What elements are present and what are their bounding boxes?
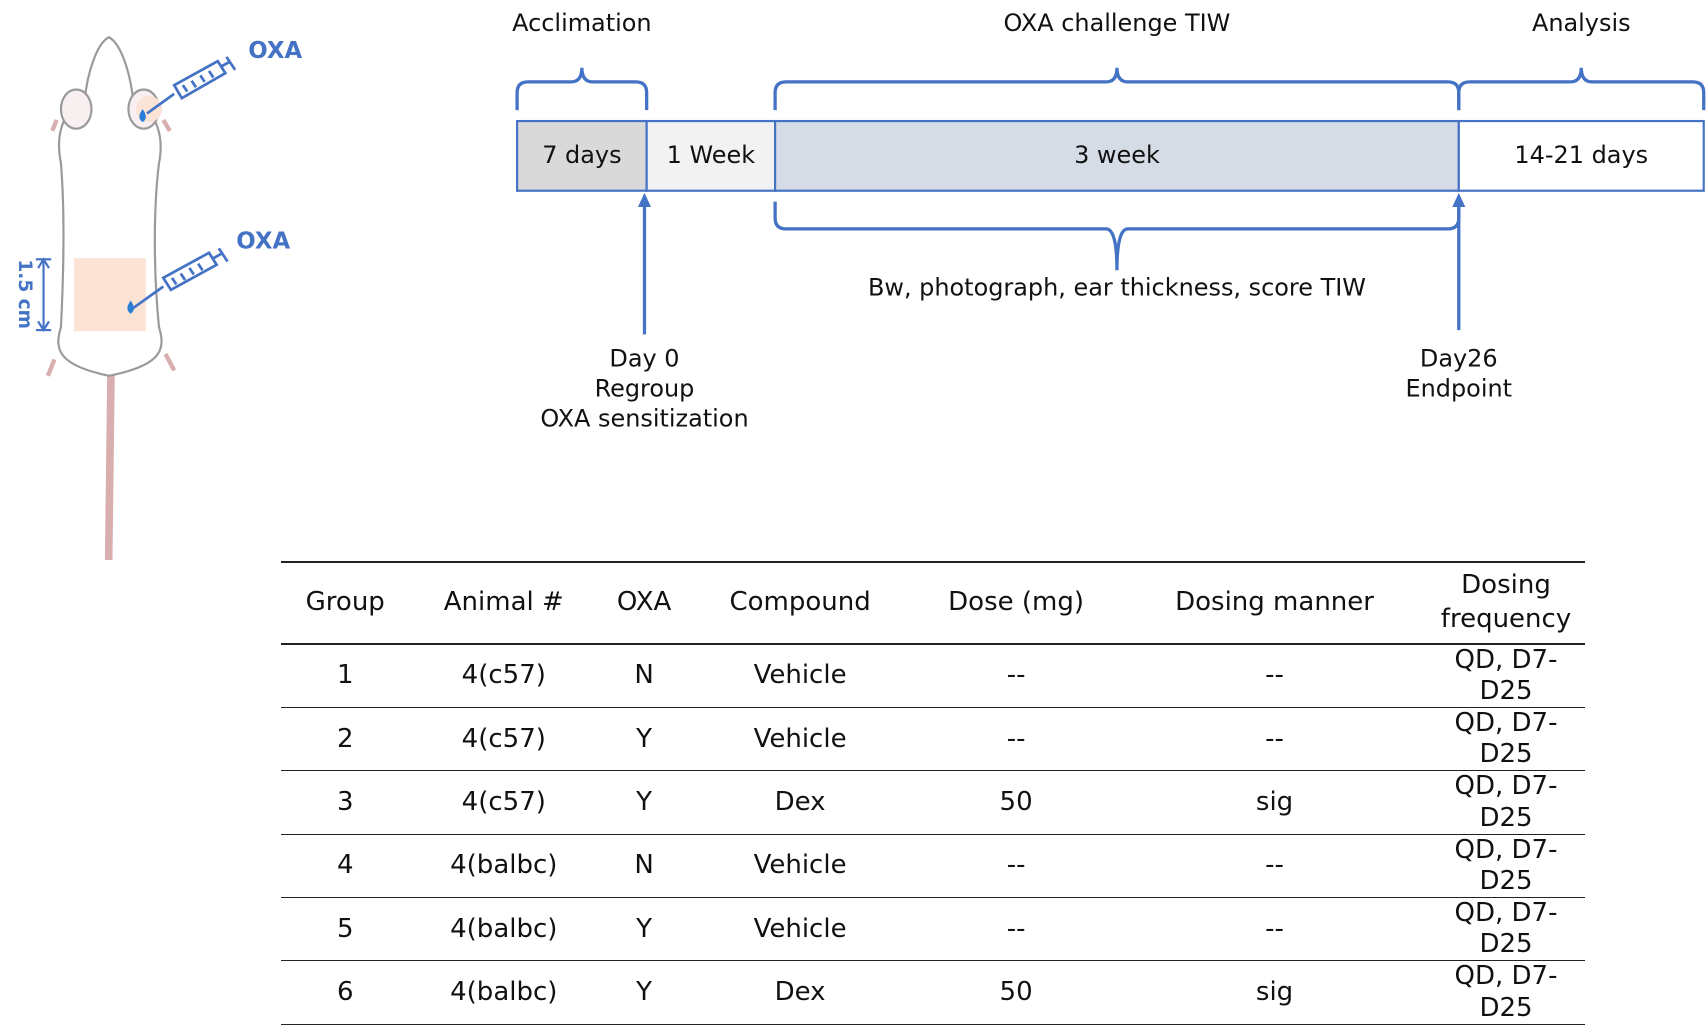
- table-cell: 50: [910, 770, 1123, 835]
- table-cell: --: [910, 834, 1123, 899]
- phase-label: OXA challenge TIW: [1004, 9, 1231, 37]
- milestone-label: OXA sensitization: [540, 404, 748, 432]
- table-cell: 4(balbc): [409, 834, 599, 899]
- header-cell: Animal #: [409, 561, 599, 645]
- segment-label: 3 week: [1074, 141, 1160, 169]
- syringe: [132, 56, 237, 310]
- header-cell: Dosing frequency: [1427, 561, 1585, 645]
- table-cell: --: [1122, 707, 1427, 772]
- timeline-segment: [516, 119, 648, 192]
- table-cell: 5: [281, 897, 410, 962]
- milestone-label: Endpoint: [1406, 374, 1513, 402]
- oxa-label: OXA: [248, 38, 302, 64]
- table-cell: QD, D7-D25: [1427, 897, 1585, 962]
- table-cell: Vehicle: [690, 707, 911, 772]
- oxa-label: OXA: [236, 228, 290, 254]
- table-cell: sig: [1122, 770, 1427, 835]
- timeline-segment: [1457, 119, 1705, 192]
- brace: [515, 67, 649, 111]
- table-cell: 1: [281, 643, 410, 708]
- table-row: 1 4(c57) N Vehicle -- -- QD, D7-D25: [281, 643, 1585, 708]
- table-cell: Y: [598, 897, 691, 962]
- table-cell: 4(balbc): [409, 897, 599, 962]
- page: {"mouse": {"labels": ["OXA", "OXA"], "sc…: [13, 9, 1706, 1025]
- drop: [139, 109, 146, 123]
- note-label: Bw, photograph, ear thickness, score TIW: [868, 274, 1366, 302]
- phase-label: Analysis: [1532, 9, 1631, 37]
- header-cell: OXA: [598, 561, 691, 645]
- header-cell: Dosing manner: [1122, 561, 1427, 645]
- header-row: Group Animal # OXA Compound Dose (mg) Dosing …: [281, 561, 1585, 645]
- table-cell: QD, D7-D25: [1427, 960, 1585, 1025]
- table-cell: 2: [281, 707, 410, 772]
- table-row: 3 4(c57) Y Dex 50 sig QD, D7-D25: [281, 770, 1585, 835]
- timeline: 7 days 1 Week 3 week 14-21 days Acclimation O…: [512, 9, 1706, 432]
- milestone-label: Day26: [1420, 344, 1498, 372]
- application-area: [74, 258, 146, 332]
- table-cell: 4(balbc): [409, 960, 599, 1025]
- table-row: 2 4(c57) Y Vehicle -- -- QD, D7-D25: [281, 707, 1585, 772]
- group-table: Group Animal # OXA Compound Dose (mg) Dosing …: [281, 561, 1585, 1025]
- table-cell: --: [910, 897, 1123, 962]
- table-cell: Vehicle: [690, 643, 911, 708]
- table-cell: QD, D7-D25: [1427, 643, 1585, 708]
- table-cell: Y: [598, 960, 691, 1025]
- table-cell: Y: [598, 770, 691, 835]
- segment-label: 7 days: [542, 141, 621, 169]
- table-cell: QD, D7-D25: [1427, 834, 1585, 899]
- table-cell: 50: [910, 960, 1123, 1025]
- table-row: 5 4(balbc) Y Vehicle -- -- QD, D7-D25: [281, 897, 1585, 962]
- table-cell: 3: [281, 770, 410, 835]
- table-cell: --: [910, 707, 1123, 772]
- segment-label: 14-21 days: [1514, 141, 1648, 169]
- table-head: Group Animal # OXA Compound Dose (mg) Dosing …: [281, 561, 1585, 645]
- timeline-segment: [645, 119, 777, 192]
- table-row: 4 4(balbc) N Vehicle -- -- QD, D7-D25: [281, 834, 1585, 899]
- diagram: 1.5 cm OXA OXA 7 days 1 Week 3 week 14-21 d…: [14, 9, 1706, 560]
- brace: [773, 201, 1461, 271]
- arrow-head: [637, 192, 652, 208]
- table-cell: QD, D7-D25: [1427, 707, 1585, 772]
- header-cell: Dose (mg): [910, 561, 1123, 645]
- table-cell: Vehicle: [690, 897, 911, 962]
- table-body: 1 4(c57) N Vehicle -- -- QD, D7-D25 2 4(c57) Y Veh…: [281, 643, 1585, 1025]
- segment-label: 1 Week: [667, 141, 756, 169]
- table-cell: --: [1122, 834, 1427, 899]
- arrow-head: [1452, 192, 1466, 208]
- table-cell: N: [598, 643, 691, 708]
- table-cell: Dex: [690, 960, 911, 1025]
- scale-label: 1.5 cm: [14, 259, 35, 328]
- table-cell: N: [598, 834, 691, 899]
- table-row: 6 4(balbc) Y Dex 50 sig QD, D7-D25: [281, 960, 1585, 1025]
- table-cell: --: [1122, 897, 1427, 962]
- table-cell: QD, D7-D25: [1427, 770, 1585, 835]
- brace: [773, 67, 1461, 111]
- table-cell: --: [1122, 643, 1427, 708]
- scale-bar: [35, 257, 52, 333]
- drop: [127, 300, 134, 314]
- table-cell: --: [910, 643, 1123, 708]
- table-cell: 4(c57): [409, 643, 599, 708]
- timeline-segment: [774, 119, 1460, 192]
- table-cell: 4(c57): [409, 770, 599, 835]
- header-cell: Group: [281, 561, 410, 645]
- table-cell: Vehicle: [690, 834, 911, 899]
- table-cell: sig: [1122, 960, 1427, 1025]
- table-cell: 4(c57): [409, 707, 599, 772]
- phase-label: Acclimation: [512, 9, 651, 37]
- table-cell: 4: [281, 834, 410, 899]
- table-cell: Dex: [690, 770, 911, 835]
- milestone-label: Regroup: [595, 374, 695, 402]
- milestone-label: Day 0: [609, 344, 679, 372]
- header-cell: Compound: [690, 561, 911, 645]
- table-cell: Y: [598, 707, 691, 772]
- brace: [1457, 67, 1706, 111]
- table-cell: 6: [281, 960, 410, 1025]
